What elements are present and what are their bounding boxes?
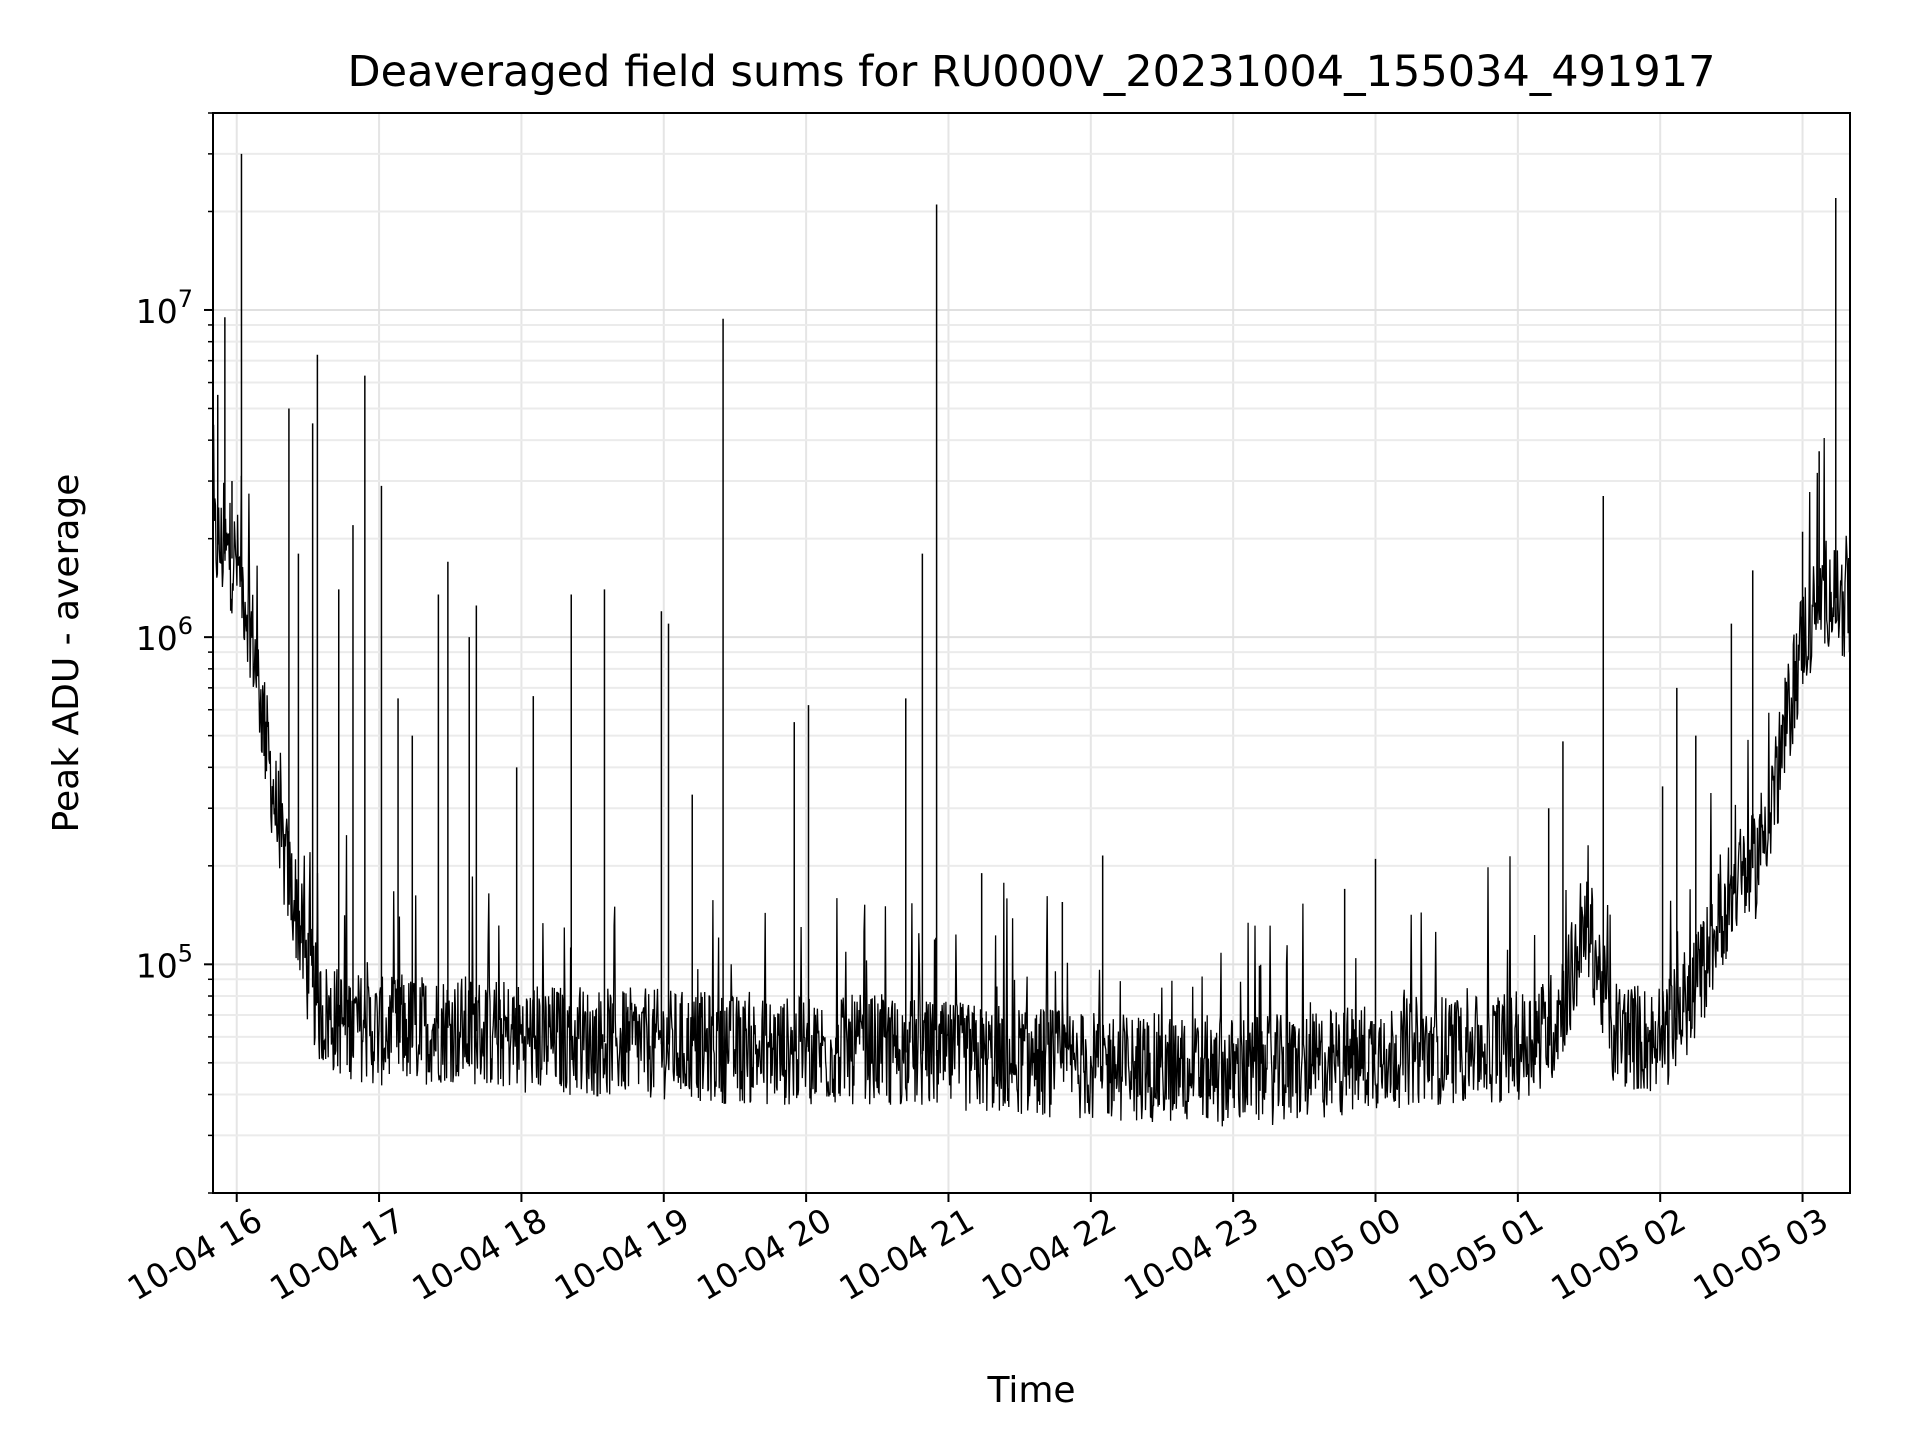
- x-tick-label: 10-05 02: [1544, 1200, 1692, 1308]
- y-tick-label: 105: [136, 939, 193, 985]
- x-tick-label: 10-04 23: [1117, 1200, 1265, 1308]
- x-axis-label: Time: [986, 1370, 1075, 1411]
- x-tick-label: 10-05 03: [1687, 1200, 1835, 1308]
- chart-title: Deaveraged field sums for RU000V_2023100…: [348, 47, 1716, 97]
- x-tick-label: 10-04 16: [121, 1200, 269, 1308]
- x-tick-label: 10-04 22: [975, 1200, 1123, 1308]
- plot-area: [212, 112, 1851, 1194]
- x-tick-label: 10-05 00: [1260, 1200, 1408, 1308]
- x-tick-label: 10-04 17: [263, 1200, 411, 1308]
- data-line-layer: [212, 424, 1851, 1127]
- y-axis: 105 106 107: [136, 112, 213, 1194]
- x-tick-label: 10-04 18: [405, 1200, 553, 1308]
- spike-layer: [216, 153, 1837, 1067]
- x-tick-label: 10-05 01: [1402, 1200, 1550, 1308]
- x-tick-label: 10-04 21: [832, 1200, 980, 1308]
- y-axis-label: Peak ADU - average: [46, 474, 87, 833]
- series-line: [212, 424, 1851, 1127]
- x-tick-label: 10-04 20: [690, 1200, 838, 1308]
- x-tick-label: 10-04 19: [548, 1200, 696, 1308]
- y-tick-label: 107: [136, 285, 193, 331]
- y-tick-label: 106: [136, 612, 193, 658]
